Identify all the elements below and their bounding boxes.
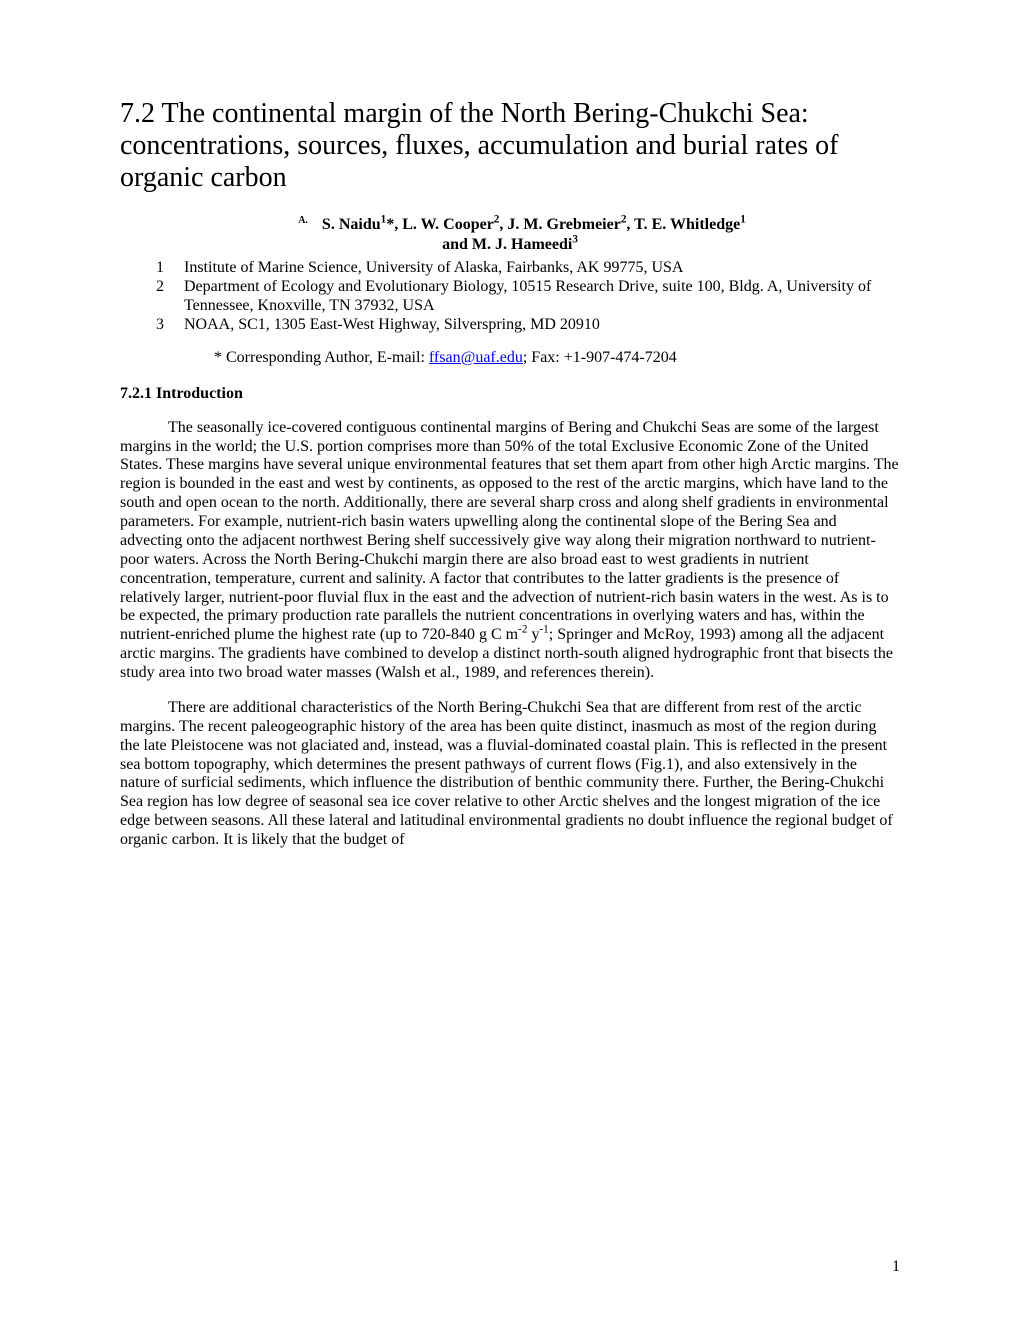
affiliation-number: 3 — [156, 315, 184, 334]
body-paragraph-1: The seasonally ice-covered contiguous co… — [120, 419, 900, 683]
affiliation-number: 2 — [156, 277, 184, 315]
affiliation-text: Institute of Marine Science, University … — [184, 258, 900, 277]
author-marker: A. — [298, 215, 308, 226]
page-number: 1 — [892, 1258, 900, 1276]
body-paragraph-2: There are additional characteristics of … — [120, 699, 900, 850]
corresponding-email-link[interactable]: ffsan@uaf.edu — [429, 349, 523, 366]
affiliation-1: 1 Institute of Marine Science, Universit… — [156, 258, 900, 277]
corresponding-prefix: * Corresponding Author, E-mail: — [214, 349, 429, 366]
authors-names-1: S. Naidu1*, L. W. Cooper2, J. M. Grebmei… — [322, 216, 746, 233]
corresponding-suffix: ; Fax: +1-907-474-7204 — [523, 349, 677, 366]
affiliation-2: 2 Department of Ecology and Evolutionary… — [156, 277, 900, 315]
affiliation-number: 1 — [156, 258, 184, 277]
page-title: 7.2 The continental margin of the North … — [120, 98, 900, 195]
section-heading: 7.2.1 Introduction — [120, 385, 900, 403]
authors-line-1: A. S. Naidu1*, L. W. Cooper2, J. M. Grebm… — [120, 215, 900, 234]
affiliation-3: 3 NOAA, SC1, 1305 East-West Highway, Sil… — [156, 315, 900, 334]
affiliation-text: Department of Ecology and Evolutionary B… — [184, 277, 900, 315]
affiliations: 1 Institute of Marine Science, Universit… — [120, 258, 900, 335]
corresponding-author: * Corresponding Author, E-mail: ffsan@ua… — [120, 349, 900, 367]
affiliation-text: NOAA, SC1, 1305 East-West Highway, Silve… — [184, 315, 900, 334]
authors-line-2: and M. J. Hameedi3 — [120, 236, 900, 254]
